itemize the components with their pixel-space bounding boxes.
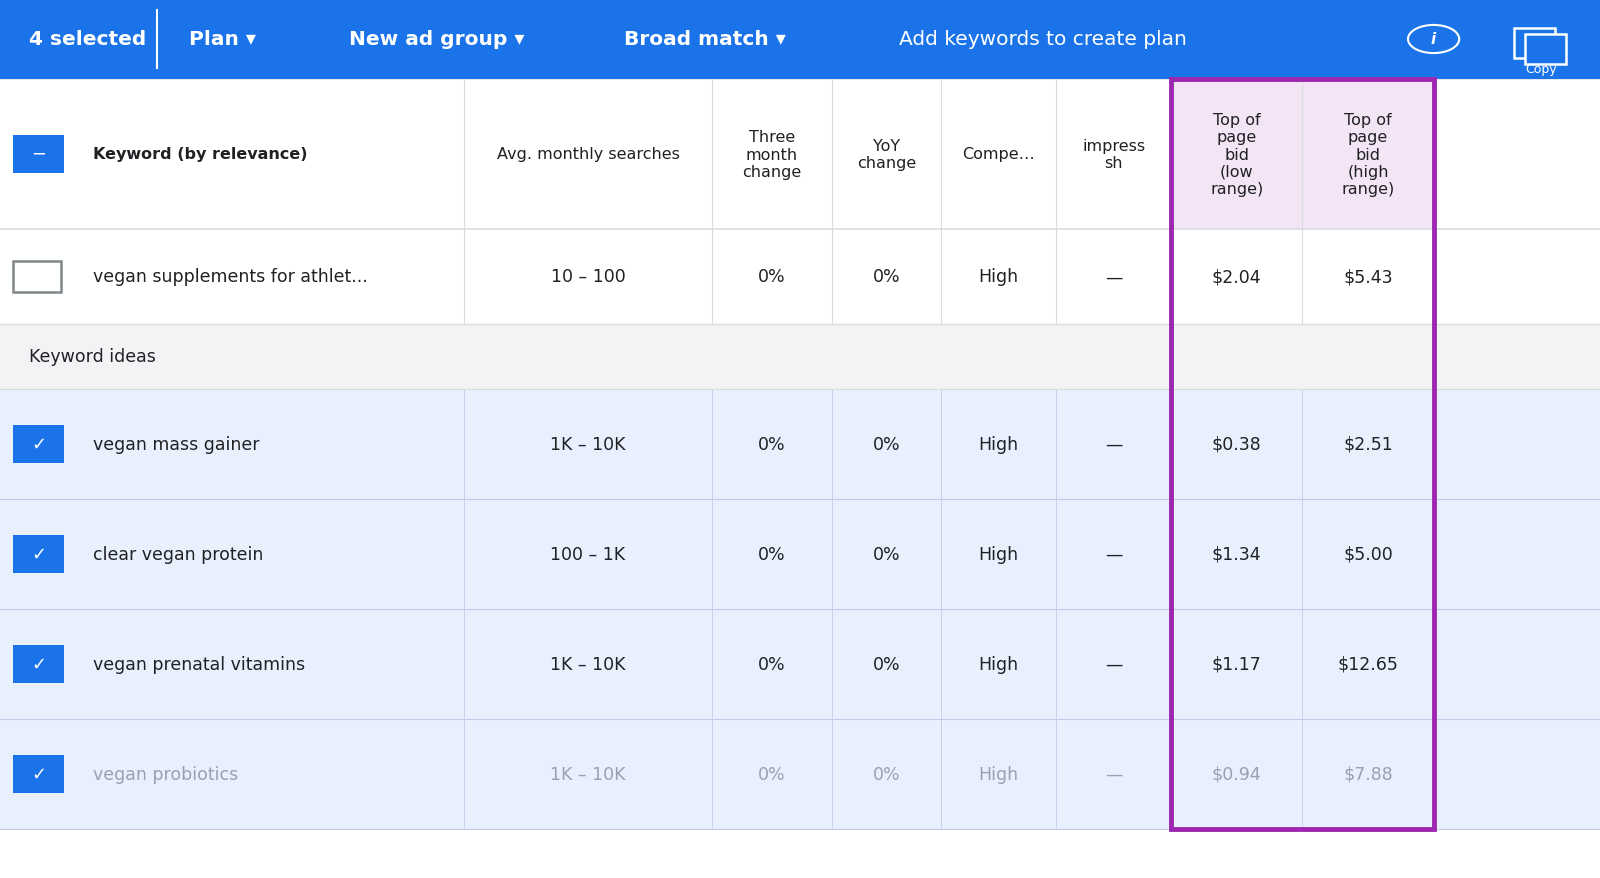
Text: New ad group ▾: New ad group ▾ [349, 31, 525, 49]
Text: $5.43: $5.43 [1342, 268, 1394, 286]
Text: Keyword ideas: Keyword ideas [29, 348, 155, 366]
Text: $12.65: $12.65 [1338, 655, 1398, 673]
Bar [13, 425, 64, 464]
Text: vegan mass gainer: vegan mass gainer [93, 435, 259, 453]
Bar [0, 325, 1600, 390]
Text: $0.94: $0.94 [1211, 765, 1262, 783]
Text: Top of
page
bid
(high
range): Top of page bid (high range) [1341, 112, 1395, 197]
Bar [0, 0, 1600, 80]
Text: 0%: 0% [758, 655, 786, 673]
Text: impress
sh: impress sh [1082, 139, 1146, 171]
Text: ✓: ✓ [30, 655, 46, 673]
Text: High: High [978, 765, 1019, 783]
Text: High: High [978, 545, 1019, 564]
Text: —: — [1106, 268, 1122, 286]
Bar [1514, 30, 1555, 60]
Text: vegan supplements for athlet...: vegan supplements for athlet... [93, 268, 368, 286]
Text: clear vegan protein: clear vegan protein [93, 545, 262, 564]
Text: High: High [978, 268, 1019, 286]
Text: 0%: 0% [872, 545, 901, 564]
Text: $0.38: $0.38 [1211, 435, 1262, 453]
Text: vegan prenatal vitamins: vegan prenatal vitamins [93, 655, 306, 673]
Bar [13, 535, 64, 573]
Text: ─: ─ [34, 146, 43, 164]
Text: 10 – 100: 10 – 100 [550, 268, 626, 286]
Bar [13, 645, 64, 684]
Bar [1171, 80, 1434, 230]
Text: 0%: 0% [758, 765, 786, 783]
Text: High: High [978, 435, 1019, 453]
Bar [0, 230, 1600, 325]
Bar [1525, 35, 1566, 65]
Text: Keyword (by relevance): Keyword (by relevance) [93, 148, 307, 162]
Bar [13, 755, 64, 794]
Text: vegan probiotics: vegan probiotics [93, 765, 238, 783]
Text: 0%: 0% [872, 655, 901, 673]
Bar [0, 719, 1600, 829]
Bar [0, 80, 1600, 230]
Bar [0, 390, 1600, 500]
Text: 1K – 10K: 1K – 10K [550, 765, 626, 783]
Bar [13, 262, 61, 293]
Bar [1171, 80, 1434, 829]
Text: $1.34: $1.34 [1211, 545, 1262, 564]
Text: —: — [1106, 765, 1122, 783]
Bar [0, 829, 1600, 878]
Text: Three
month
change: Three month change [742, 130, 802, 180]
Text: Add keywords to create plan: Add keywords to create plan [899, 31, 1187, 49]
Text: 100 – 1K: 100 – 1K [550, 545, 626, 564]
Bar [0, 609, 1600, 719]
Text: —: — [1106, 435, 1122, 453]
Text: Top of
page
bid
(low
range): Top of page bid (low range) [1210, 112, 1264, 197]
Text: Plan ▾: Plan ▾ [189, 31, 256, 49]
Text: 1K – 10K: 1K – 10K [550, 655, 626, 673]
Text: High: High [978, 655, 1019, 673]
Text: —: — [1106, 655, 1122, 673]
Text: 0%: 0% [758, 435, 786, 453]
Text: —: — [1106, 545, 1122, 564]
Bar [0, 500, 1600, 609]
Text: $5.00: $5.00 [1342, 545, 1394, 564]
Text: 4 selected: 4 selected [29, 31, 146, 49]
Text: ✓: ✓ [30, 435, 46, 453]
Text: 0%: 0% [872, 268, 901, 286]
Text: i: i [1430, 32, 1437, 47]
Text: 0%: 0% [758, 268, 786, 286]
Text: 0%: 0% [872, 765, 901, 783]
Bar [13, 135, 64, 174]
Text: $2.04: $2.04 [1211, 268, 1262, 286]
Text: Broad match ▾: Broad match ▾ [624, 31, 786, 49]
Text: 0%: 0% [872, 435, 901, 453]
Text: $2.51: $2.51 [1342, 435, 1394, 453]
Text: $1.17: $1.17 [1211, 655, 1262, 673]
Text: ✓: ✓ [30, 545, 46, 564]
Text: YoY
change: YoY change [856, 139, 917, 171]
Text: $7.88: $7.88 [1342, 765, 1394, 783]
Text: 0%: 0% [758, 545, 786, 564]
Text: Compe…: Compe… [962, 148, 1035, 162]
Text: ✓: ✓ [30, 765, 46, 783]
Text: 1K – 10K: 1K – 10K [550, 435, 626, 453]
Text: Avg. monthly searches: Avg. monthly searches [496, 148, 680, 162]
Text: Copy: Copy [1525, 62, 1557, 76]
